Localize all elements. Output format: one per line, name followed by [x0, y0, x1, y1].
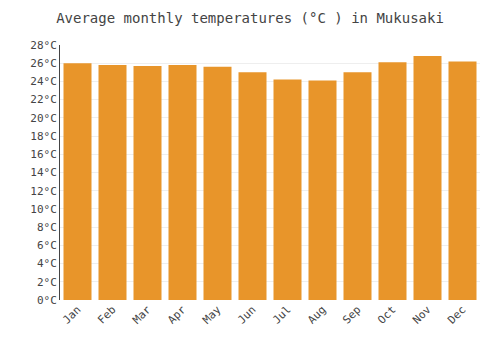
svg-text:12°C: 12°C [30, 185, 57, 198]
svg-text:Dec: Dec [445, 303, 468, 326]
svg-text:4°C: 4°C [37, 257, 57, 270]
svg-text:6°C: 6°C [37, 239, 57, 252]
svg-text:2°C: 2°C [37, 276, 57, 289]
svg-text:Oct: Oct [375, 303, 398, 326]
svg-text:18°C: 18°C [30, 130, 57, 143]
svg-text:20°C: 20°C [30, 112, 57, 125]
svg-text:10°C: 10°C [30, 203, 57, 216]
svg-text:8°C: 8°C [37, 221, 57, 234]
svg-text:Mar: Mar [130, 303, 154, 327]
svg-text:22°C: 22°C [30, 93, 57, 106]
svg-text:26°C: 26°C [30, 57, 57, 70]
svg-text:28°C: 28°C [30, 39, 57, 52]
svg-text:Apr: Apr [165, 303, 189, 327]
svg-text:Average monthly temperatures (: Average monthly temperatures (°C ) in Mu… [56, 10, 444, 26]
svg-text:May: May [200, 303, 224, 327]
svg-text:Aug: Aug [305, 303, 328, 326]
svg-text:24°C: 24°C [30, 75, 57, 88]
svg-text:Jul: Jul [270, 303, 293, 326]
svg-text:Sep: Sep [340, 303, 363, 326]
svg-text:14°C: 14°C [30, 166, 57, 179]
svg-text:16°C: 16°C [30, 148, 57, 161]
svg-text:0°C: 0°C [37, 294, 57, 307]
svg-text:Jun: Jun [235, 303, 258, 326]
svg-text:Jan: Jan [60, 303, 83, 326]
svg-text:Feb: Feb [95, 303, 118, 326]
svg-text:Nov: Nov [410, 303, 434, 327]
